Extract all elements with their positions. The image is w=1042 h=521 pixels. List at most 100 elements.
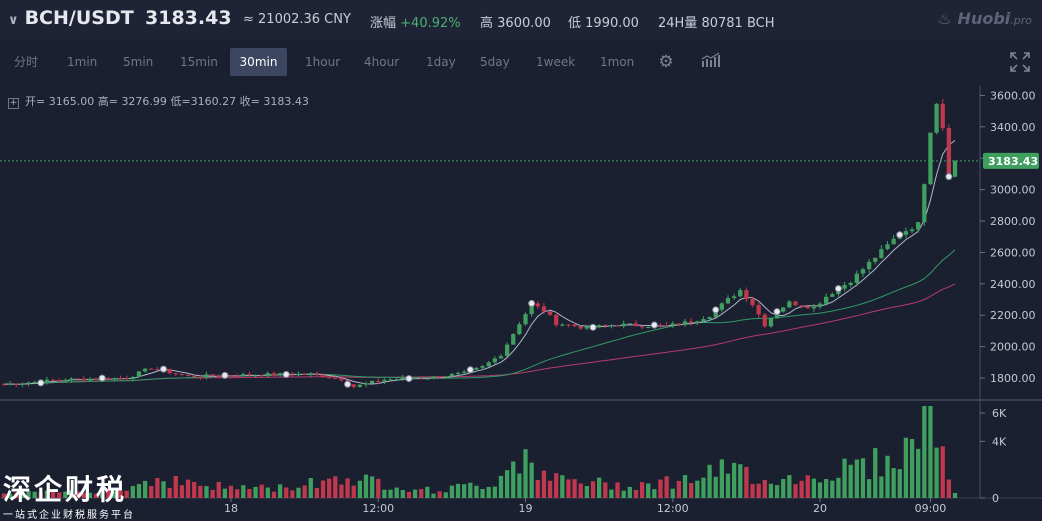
- volume-bar: [860, 458, 866, 498]
- candle-body: [824, 296, 829, 304]
- tab-1hour[interactable]: 1hour: [305, 55, 341, 69]
- tab-1min[interactable]: 1min: [67, 55, 98, 69]
- volume-bar: [222, 488, 228, 498]
- volume-bar: [167, 487, 172, 498]
- volume-bar: [566, 479, 571, 498]
- timeframe-bar: [0, 46, 1042, 78]
- tab-1day[interactable]: 1day: [426, 55, 456, 69]
- candle-body: [130, 377, 135, 380]
- volume-bar: [609, 489, 614, 498]
- volume-bar: [517, 473, 522, 498]
- volume-bar: [934, 447, 939, 498]
- candle-body: [713, 309, 718, 318]
- watermark-title: 深企财税: [3, 473, 128, 506]
- candle-body: [7, 383, 13, 385]
- tab-15min[interactable]: 15min: [180, 55, 218, 69]
- candle-body: [179, 373, 185, 375]
- tab-timeline[interactable]: 分时: [14, 55, 39, 69]
- price-tick-label: 1800.00: [990, 372, 1036, 385]
- expand-icon[interactable]: +: [8, 98, 19, 109]
- tab-5min[interactable]: 5min: [123, 55, 154, 69]
- tab-1mon[interactable]: 1mon: [600, 55, 635, 69]
- volume-bar: [738, 464, 743, 498]
- candle-body: [69, 378, 74, 381]
- volume-bar: [897, 469, 902, 498]
- cny-price: ≈ 21002.36 CNY: [243, 12, 351, 27]
- tab-30min[interactable]: 30min: [230, 48, 287, 76]
- volume-bar: [425, 486, 430, 498]
- volume-bar: [750, 484, 755, 498]
- candle-body: [204, 374, 209, 378]
- candle-body: [928, 132, 933, 185]
- candle-body: [1, 384, 7, 386]
- signal-marker: [896, 231, 904, 239]
- candle-body: [787, 301, 792, 308]
- volume-bar: [93, 493, 99, 498]
- volume-bar: [891, 468, 896, 498]
- candle-body: [216, 376, 221, 378]
- candle-body: [400, 377, 405, 380]
- candle-body: [351, 384, 356, 387]
- tab-5day[interactable]: 5day: [480, 55, 510, 69]
- volume-bar: [848, 464, 853, 498]
- candle-body: [560, 324, 565, 326]
- volume-bar: [572, 479, 577, 498]
- signal-marker: [589, 323, 597, 331]
- ma-short-line: [3, 140, 956, 385]
- volume-bar: [468, 482, 473, 498]
- candle-body: [87, 378, 93, 381]
- volume-bar: [394, 487, 399, 498]
- volume-bar: [363, 474, 369, 498]
- candle-body: [492, 358, 497, 363]
- candle-body: [81, 378, 86, 381]
- candle-body: [670, 323, 675, 326]
- candle-body: [112, 378, 117, 380]
- candle-body: [903, 231, 909, 235]
- volume-bar: [357, 480, 363, 498]
- candle-body: [32, 381, 37, 383]
- candle-body: [750, 299, 755, 306]
- candle-body: [412, 378, 418, 380]
- candle-body: [14, 383, 19, 385]
- volume-bar: [106, 489, 111, 498]
- volume-bar: [873, 448, 878, 498]
- candle-body: [633, 323, 639, 327]
- last-price-label: 3183.43: [988, 155, 1038, 168]
- candle-body: [689, 321, 694, 323]
- candle-body: [449, 373, 455, 377]
- fullscreen-icon[interactable]: [1010, 52, 1030, 72]
- volume-bar: [830, 480, 835, 498]
- price-tick-label: 2600.00: [990, 246, 1036, 259]
- tab-4hour[interactable]: 4hour: [364, 55, 400, 69]
- volume-bar: [511, 461, 516, 498]
- volume-bar: [376, 478, 381, 498]
- volume-bar: [811, 478, 817, 498]
- current-price: 3183.43: [145, 7, 232, 29]
- tab-1week[interactable]: 1week: [536, 55, 576, 69]
- volume-bar: [498, 475, 504, 498]
- volume-bar: [547, 480, 553, 498]
- candle-body: [486, 362, 491, 367]
- gear-icon[interactable]: ⚙: [658, 52, 674, 72]
- high-stat: 高 3600.00: [480, 16, 551, 31]
- volume-bar: [695, 480, 700, 498]
- candle-body: [860, 269, 866, 274]
- volume-bar: [523, 449, 528, 498]
- candle-body: [719, 303, 724, 310]
- signal-marker: [282, 371, 290, 379]
- volume-bar: [455, 483, 461, 498]
- candle-body: [627, 323, 632, 325]
- candle-body: [155, 369, 160, 371]
- signal-marker: [650, 321, 658, 329]
- volume-bar: [14, 492, 19, 498]
- indicator-icon[interactable]: [701, 52, 721, 72]
- candle-body: [480, 366, 485, 368]
- volume-bar: [296, 487, 301, 498]
- candle-body: [529, 303, 534, 315]
- volume-bar: [682, 475, 688, 498]
- volume-bar: [228, 485, 234, 498]
- watermark-subtitle: 一站式企业财税服务平台: [3, 510, 135, 521]
- candle-body: [922, 184, 927, 223]
- pair-selector[interactable]: ∨ BCH/USDT: [8, 7, 134, 29]
